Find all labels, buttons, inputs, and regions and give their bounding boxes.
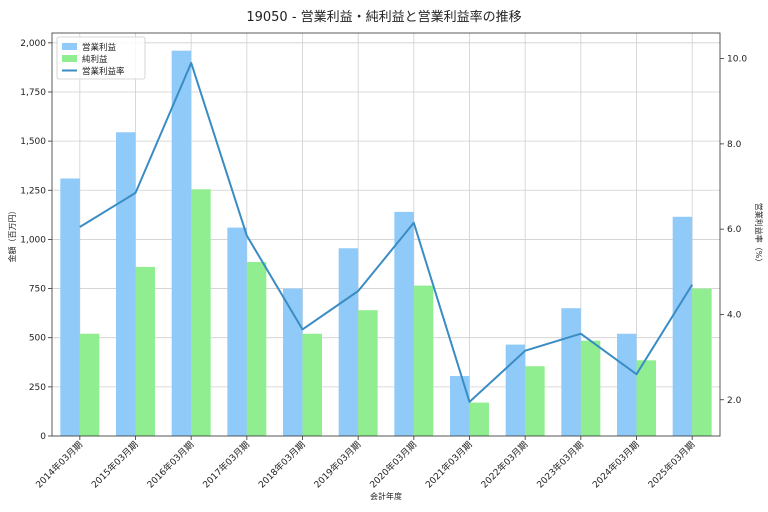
line-layer bbox=[79, 61, 694, 403]
x-tick-label: 2021年03月期 bbox=[423, 439, 475, 491]
bar-net-profit bbox=[246, 262, 267, 436]
y-axis-label: 金額（百万円） bbox=[7, 207, 17, 263]
bars bbox=[60, 50, 712, 436]
legend-swatch bbox=[62, 55, 77, 62]
bar-operating-profit bbox=[505, 344, 526, 436]
x-tick-label: 2023年03月期 bbox=[534, 439, 586, 491]
y2-tick-label: 8.0 bbox=[727, 140, 742, 150]
bar-net-profit bbox=[525, 366, 545, 436]
y2-axis-label: 営業利益率（%） bbox=[754, 203, 764, 267]
line-operating-margin bbox=[79, 61, 694, 403]
x-tick-label: 2015年03月期 bbox=[89, 439, 141, 491]
bar-operating-profit bbox=[116, 132, 136, 436]
bar-net-profit bbox=[580, 340, 601, 436]
bar-net-profit bbox=[358, 310, 378, 436]
bar-net-profit bbox=[469, 402, 489, 436]
bar-operating-profit bbox=[171, 50, 192, 436]
y2-tick-label: 4.0 bbox=[727, 310, 742, 320]
bar-operating-profit bbox=[394, 211, 414, 436]
x-axis-label: 会計年度 bbox=[370, 491, 402, 501]
x-tick-label: 2020年03月期 bbox=[367, 439, 419, 491]
x-tick-label: 2019年03月期 bbox=[311, 439, 363, 491]
legend-label: 純利益 bbox=[82, 54, 108, 65]
y-axis-ticks: 0 250 500 750 1,000 1,250 1,500 1,750 2,000 bbox=[20, 39, 52, 442]
legend-swatch bbox=[62, 43, 77, 50]
x-tick-label: 2025年03月期 bbox=[645, 439, 697, 491]
bar-net-profit bbox=[135, 266, 155, 436]
bar-net-profit bbox=[413, 285, 434, 436]
y-tick-label: 500 bbox=[29, 334, 46, 344]
bar-operating-profit bbox=[283, 288, 303, 436]
y2-tick-label: 2.0 bbox=[727, 396, 742, 406]
y2-tick-label: 10.0 bbox=[727, 55, 747, 65]
chart-title: 19050 - 営業利益・純利益と営業利益率の推移 bbox=[246, 9, 521, 25]
bar-net-profit bbox=[191, 189, 211, 436]
bar-operating-profit bbox=[60, 178, 80, 436]
bar-operating-profit bbox=[617, 333, 637, 436]
y-tick-label: 0 bbox=[40, 432, 46, 442]
legend-label: 営業利益率 bbox=[82, 66, 125, 77]
bar-net-profit bbox=[636, 360, 656, 436]
y-tick-label: 750 bbox=[29, 285, 46, 295]
bar-net-profit bbox=[692, 288, 712, 436]
x-tick-label: 2016年03月期 bbox=[144, 439, 196, 491]
x-tick-label: 2014年03月期 bbox=[33, 439, 85, 491]
y-tick-label: 2,000 bbox=[20, 39, 46, 49]
legend-label: 営業利益 bbox=[82, 42, 117, 53]
x-tick-label: 2022年03月期 bbox=[478, 439, 530, 491]
bar-operating-profit bbox=[672, 216, 693, 436]
x-axis-ticks: 2014年03月期 2015年03月期 2016年03月期 2017年03月期 2018… bbox=[33, 436, 697, 491]
bar-operating-profit bbox=[227, 227, 247, 436]
legend-box bbox=[56, 36, 146, 80]
y-tick-label: 250 bbox=[29, 383, 46, 393]
bar-net-profit bbox=[302, 333, 322, 436]
y-tick-label: 1,000 bbox=[20, 235, 46, 245]
y-tick-label: 1,250 bbox=[20, 186, 46, 196]
plot-frame bbox=[51, 32, 721, 437]
y-tick-label: 1,500 bbox=[20, 137, 46, 147]
bar-operating-profit bbox=[338, 248, 359, 436]
x-tick-label: 2018年03月期 bbox=[256, 439, 308, 491]
y2-axis-ticks: 2.0 4.0 6.0 8.0 10.0 bbox=[720, 55, 747, 406]
bar-net-profit bbox=[79, 333, 100, 436]
x-tick-label: 2024年03月期 bbox=[590, 439, 642, 491]
y2-tick-label: 6.0 bbox=[727, 225, 742, 235]
y-tick-label: 1,750 bbox=[20, 88, 46, 98]
bar-operating-profit bbox=[561, 308, 581, 436]
x-tick-label: 2017年03月期 bbox=[200, 439, 252, 491]
bar-operating-profit bbox=[450, 376, 470, 436]
